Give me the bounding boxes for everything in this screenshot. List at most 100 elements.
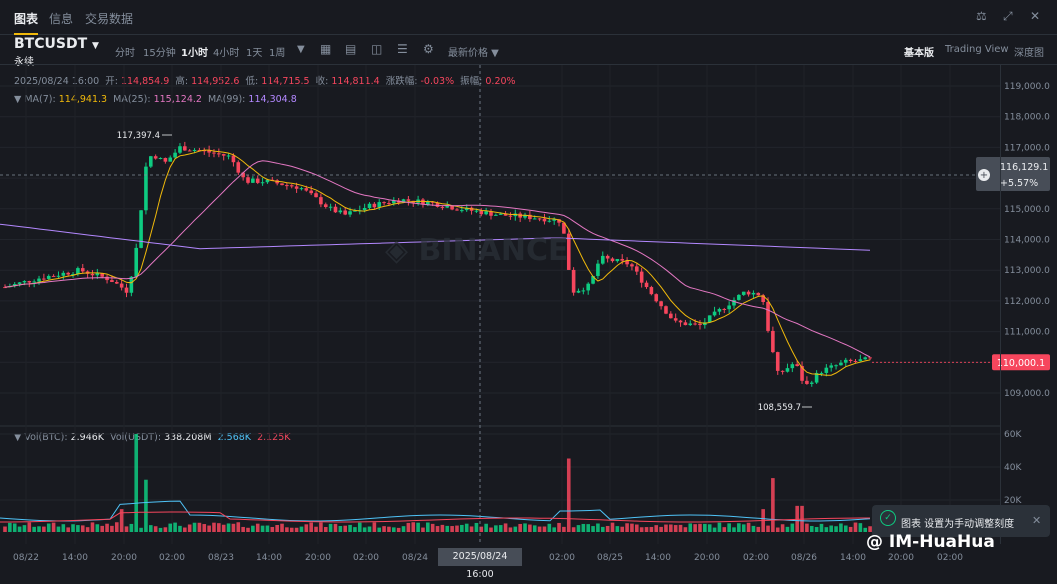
candle-body <box>158 157 163 159</box>
last-price-label: 110,000.1 <box>997 358 1045 369</box>
candle-body <box>494 214 498 216</box>
candle-body <box>309 190 313 194</box>
price-tick-label: 118,000.0 <box>1004 113 1050 123</box>
volume-bar <box>853 522 858 532</box>
toast-text: 图表 设置为手动调整刻度 <box>901 519 1015 530</box>
time-tick-label: 14:00 <box>256 553 282 563</box>
candle-body <box>314 193 318 198</box>
candle-body <box>464 207 469 211</box>
volume-tick-label: 40K <box>1004 463 1022 473</box>
volume-bar <box>737 523 741 532</box>
view-tradingview[interactable]: Trading View <box>945 44 1009 55</box>
watermark: @ IM-HuaHua <box>866 532 995 552</box>
candle-body <box>285 185 289 187</box>
candle-body <box>824 367 829 373</box>
ma25-line <box>4 160 871 358</box>
time-tick-label: 20:00 <box>111 553 137 563</box>
tab-chart[interactable]: 图表 <box>14 10 39 35</box>
candle-body <box>664 306 668 314</box>
volume-bar <box>46 523 51 532</box>
more-intervals-icon[interactable]: ▼ <box>297 44 305 55</box>
volume-bar <box>566 458 571 532</box>
volume-bar <box>644 527 649 532</box>
price-mode-select[interactable]: 最新价格 ▼ <box>448 48 499 59</box>
volume-bar <box>528 524 532 532</box>
check-icon: ✓ <box>880 510 896 526</box>
time-tick-label: 08/26 <box>791 553 817 563</box>
symbol-name[interactable]: BTCUSDT ▼ <box>14 36 99 52</box>
candle-body <box>319 197 323 205</box>
volume-bar <box>664 524 668 532</box>
interval-1d[interactable]: 1天 <box>246 48 263 59</box>
candle-body <box>683 322 688 326</box>
toast-close-icon[interactable]: ✕ <box>1032 514 1042 527</box>
indicators-icon[interactable]: ◫ <box>371 42 383 56</box>
volume-bar <box>518 523 522 532</box>
interval-1w[interactable]: 1周 <box>269 48 286 59</box>
volume-bar <box>562 526 566 532</box>
candle-body <box>659 301 663 307</box>
volume-bar <box>605 525 610 532</box>
volume-bar <box>435 526 440 532</box>
candle-body <box>562 222 566 234</box>
price-chart[interactable]: 119,000.0118,000.0117,000.0116,000.0115,… <box>0 0 1057 571</box>
interval-15m[interactable]: 15分钟 <box>143 48 176 59</box>
close-icon[interactable]: ✕ <box>1030 9 1041 23</box>
candle-body <box>207 150 211 153</box>
volume-bar <box>217 523 221 532</box>
ma-legend: ▼ MA(7): 114,941.3 MA(25): 115,124.2 MA(… <box>14 94 297 105</box>
candle-body <box>440 206 445 208</box>
view-depth[interactable]: 深度图 <box>1014 48 1044 59</box>
crosshair-time-label: 2025/08/24 16:00 <box>438 548 522 580</box>
bell-icon[interactable]: ⚖ <box>976 9 987 23</box>
candle-body <box>119 283 124 288</box>
volume-bar <box>285 527 289 532</box>
candle-body <box>532 218 537 220</box>
settings-panel-icon[interactable]: ☰ <box>397 42 408 56</box>
tab-trading-data[interactable]: 交易数据 <box>85 12 134 26</box>
candle-body <box>406 199 411 201</box>
volume-bar <box>105 523 109 532</box>
time-tick-label: 14:00 <box>62 553 88 563</box>
crosshair-price: 116,129.1 <box>1000 162 1048 173</box>
gear-icon[interactable]: ⚙ <box>423 42 434 56</box>
view-basic[interactable]: 基本版 <box>904 48 934 59</box>
tab-info[interactable]: 信息 <box>49 12 74 26</box>
volume-bar <box>790 523 795 532</box>
candle-body <box>401 199 406 203</box>
candle-body <box>445 206 450 208</box>
candle-body <box>474 210 479 212</box>
candle-body <box>27 281 32 283</box>
volume-bar <box>576 525 581 532</box>
interval-time[interactable]: 分时 <box>115 48 135 59</box>
candle-body <box>241 172 245 178</box>
volume-bar <box>17 526 22 532</box>
volume-bar <box>236 522 241 532</box>
volume-bar <box>430 523 435 532</box>
candle-body <box>265 179 270 183</box>
interval-1h[interactable]: 1小时 <box>181 48 208 59</box>
candle-body <box>289 185 294 187</box>
candle-body <box>814 372 819 383</box>
price-axis[interactable] <box>1000 64 1057 544</box>
volume-bar <box>771 478 775 532</box>
volume-bar <box>367 526 372 532</box>
volume-bar <box>669 524 673 532</box>
volume-bar <box>673 525 678 532</box>
volume-bar <box>610 522 615 532</box>
interval-4h[interactable]: 4小时 <box>213 48 240 59</box>
volume-bar <box>207 525 211 532</box>
chart-type-icon[interactable]: ▤ <box>345 42 357 56</box>
candle-body <box>304 188 309 191</box>
candle-body <box>576 290 581 293</box>
candle-body <box>231 155 236 163</box>
calendar-icon[interactable]: ▦ <box>320 42 332 56</box>
candle-body <box>863 357 868 360</box>
expand-icon[interactable]: ⤢ <box>1003 9 1013 23</box>
candle-body <box>90 273 95 276</box>
candle-body <box>377 202 382 208</box>
candle-body <box>46 275 51 279</box>
volume-bar <box>319 522 323 532</box>
volume-bar <box>168 523 173 532</box>
candle-body <box>183 146 187 151</box>
